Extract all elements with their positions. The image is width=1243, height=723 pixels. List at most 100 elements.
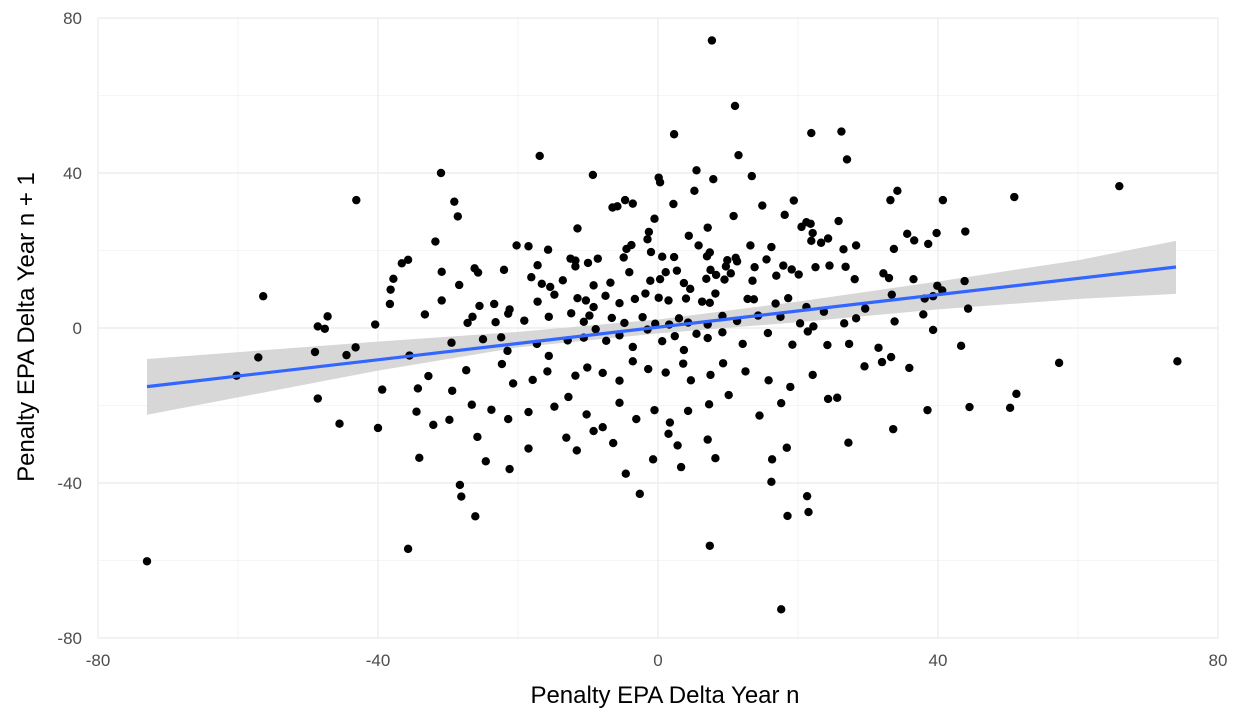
y-axis-ticks: -80 -40 0 40 80 [57, 9, 82, 648]
data-point [960, 276, 969, 286]
data-point [648, 455, 658, 464]
data-point [544, 312, 553, 321]
data-point [963, 304, 973, 313]
data-point [429, 420, 438, 430]
data-point [808, 228, 817, 238]
data-point [686, 284, 695, 294]
data-point [497, 359, 507, 369]
data-point [528, 375, 537, 385]
data-point [743, 294, 752, 304]
data-point [771, 299, 780, 308]
data-point [593, 254, 602, 263]
data-point [601, 291, 610, 301]
x-tick-label: -40 [366, 651, 391, 670]
data-point [681, 294, 691, 303]
data-point [310, 347, 320, 357]
data-point [504, 414, 513, 424]
data-point [573, 293, 582, 303]
data-point [550, 402, 559, 411]
data-point [803, 327, 812, 336]
data-point [703, 333, 712, 343]
data-point [512, 241, 521, 250]
data-point [403, 544, 413, 554]
data-point [524, 407, 533, 417]
y-tick-label: -40 [57, 474, 82, 493]
data-point [676, 462, 686, 472]
data-point [535, 151, 544, 161]
data-point [571, 371, 580, 380]
data-point [738, 339, 747, 349]
data-point [669, 130, 679, 139]
data-point [533, 297, 542, 306]
data-point [389, 274, 398, 283]
data-point [628, 357, 637, 366]
data-point [572, 446, 581, 455]
data-point [650, 405, 659, 415]
data-point [704, 400, 714, 409]
data-point [373, 423, 383, 433]
data-point [351, 343, 360, 352]
data-point [254, 353, 263, 362]
data-point [385, 299, 395, 309]
data-point [582, 410, 591, 419]
data-point [837, 127, 846, 136]
data-point [544, 351, 553, 361]
data-point [313, 394, 322, 403]
data-point [702, 274, 711, 283]
data-point [589, 426, 598, 436]
data-point [591, 324, 600, 334]
data-point [780, 210, 789, 220]
data-point [707, 36, 717, 45]
data-point [786, 382, 795, 392]
data-point [729, 211, 738, 221]
data-point [655, 274, 665, 284]
regression-line-group [146, 265, 1177, 389]
data-point [1115, 181, 1124, 191]
data-point [844, 339, 854, 349]
y-tick-label: 80 [63, 9, 82, 28]
data-point [420, 310, 430, 319]
data-point [877, 357, 887, 367]
data-point [505, 464, 514, 474]
data-point [679, 278, 689, 288]
data-point [833, 393, 842, 402]
data-point [879, 269, 888, 278]
data-point [473, 268, 483, 277]
data-point [468, 312, 477, 321]
data-point [630, 294, 640, 304]
data-point [658, 252, 667, 261]
data-point [655, 178, 665, 187]
data-point [669, 199, 678, 209]
data-point [602, 336, 611, 345]
data-point [674, 314, 684, 323]
data-point [886, 352, 896, 362]
data-point [562, 433, 571, 442]
data-point [550, 290, 559, 299]
data-point [413, 384, 423, 393]
data-point [851, 314, 861, 323]
data-point [424, 371, 433, 381]
data-point [462, 366, 471, 375]
data-point [661, 368, 670, 377]
data-point [749, 295, 759, 304]
data-point [807, 128, 816, 138]
data-point [694, 241, 703, 250]
x-tick-label: 0 [653, 651, 662, 670]
data-point [755, 411, 764, 420]
regression-line [146, 265, 1177, 389]
data-point [834, 216, 843, 226]
data-point [795, 319, 805, 328]
data-point [447, 338, 456, 347]
data-point [705, 298, 714, 308]
data-point [644, 364, 653, 374]
data-point [585, 311, 594, 320]
data-point [767, 455, 777, 464]
data-point [635, 489, 644, 499]
data-point [621, 469, 630, 478]
data-point [320, 324, 329, 333]
data-point [909, 274, 918, 284]
data-point [910, 236, 919, 245]
data-point [809, 322, 818, 331]
data-point [884, 273, 894, 283]
data-point [750, 262, 759, 272]
